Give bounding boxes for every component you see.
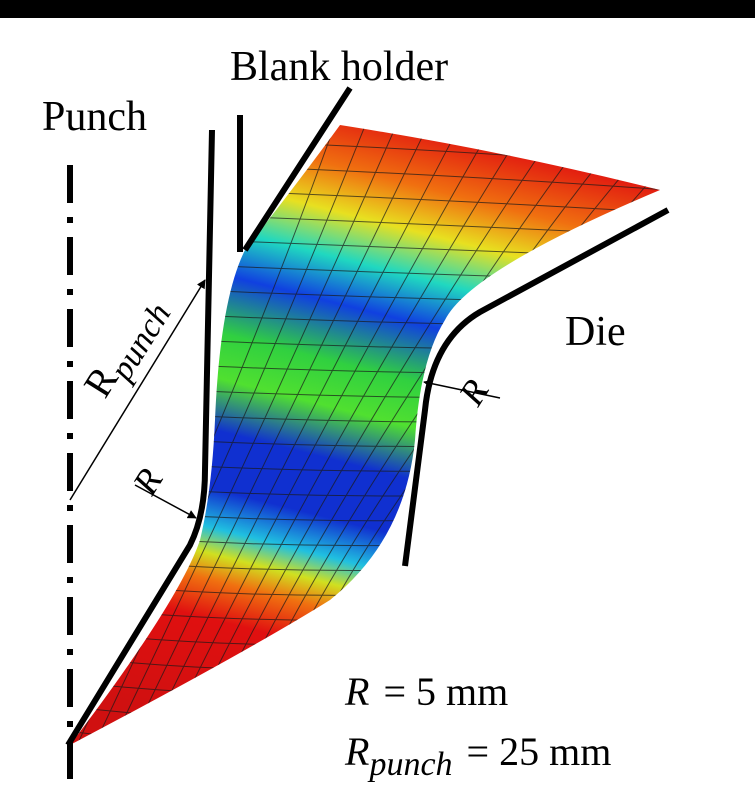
punch-fillet-label: R: [124, 461, 170, 502]
rhs: = 5 mm: [383, 669, 508, 714]
equation: Rpunch = 25 mm: [344, 729, 611, 783]
equation: R = 5 mm: [344, 669, 508, 714]
symbol: R: [344, 729, 369, 774]
die-fillet-label: R: [450, 372, 496, 413]
blank-holder-label: Blank holder: [230, 44, 448, 90]
die-label: Die: [565, 309, 626, 355]
subscript: punch: [367, 746, 452, 783]
mesh: [60, 110, 700, 770]
figure: Blank holder Punch Die Rpunch R R R = 5 m…: [0, 0, 755, 788]
punch-label: Punch: [42, 94, 147, 140]
symbol: R: [344, 669, 369, 714]
top-bar: [0, 0, 755, 18]
rhs: = 25 mm: [467, 729, 612, 774]
